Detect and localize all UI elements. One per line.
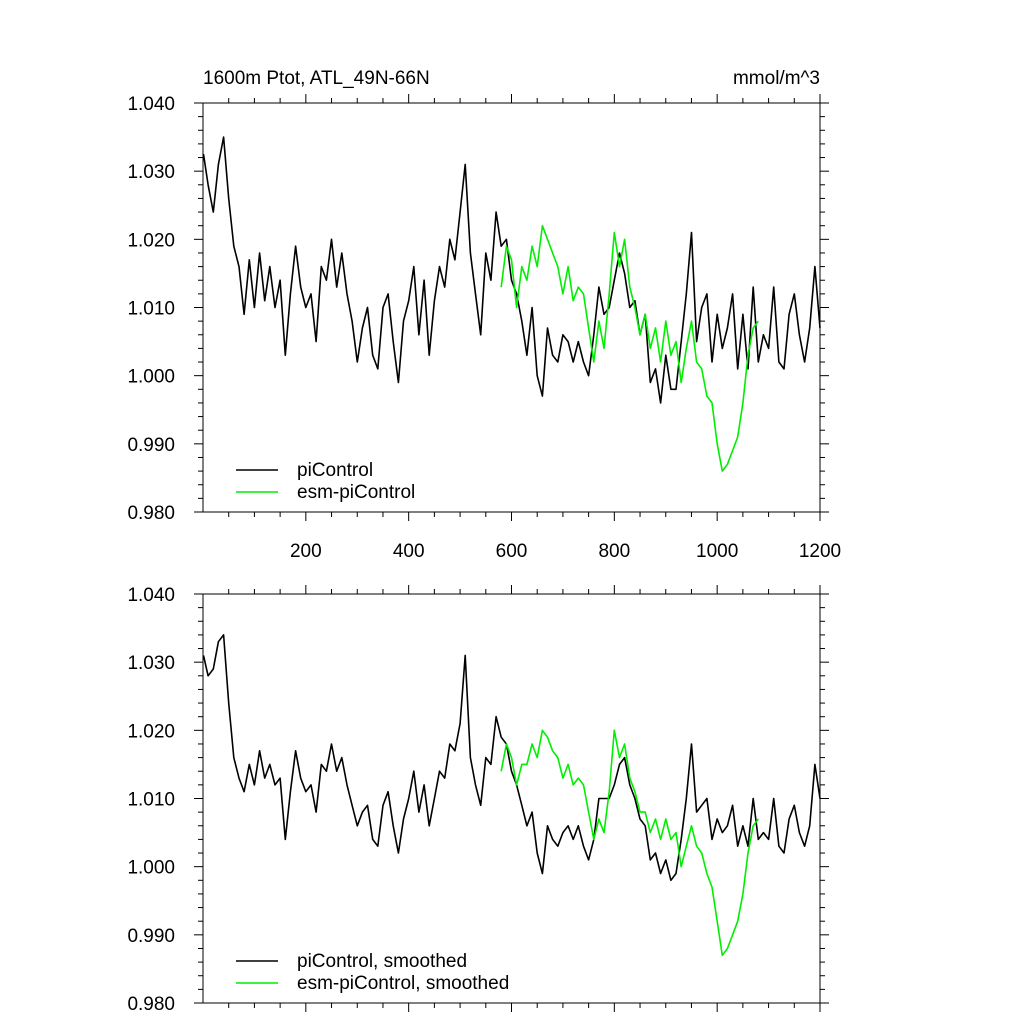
series-line-picontrol — [202, 136, 821, 404]
y-tick-label: 1.030 — [127, 162, 175, 183]
series-line-esm-picontrol — [500, 224, 759, 472]
legend-label: esm-piControl — [297, 482, 415, 503]
x-tick-label: 1000 — [696, 541, 738, 562]
y-tick-label: 1.040 — [127, 585, 175, 606]
y-tick-label: 1.000 — [127, 367, 175, 388]
chart-title: 1600m Ptot, ATL_49N-66N — [203, 68, 430, 89]
series-line-picontrol — [202, 634, 821, 882]
x-tick-label: 1200 — [799, 541, 841, 562]
bottom-panel: 0.980 0.990 1.000 1.010 1.020 1.030 1.040 piCon… — [127, 585, 829, 1015]
x-tick-label: 200 — [290, 541, 322, 562]
top-panel: 1600m Ptot, ATL_49N-66N mmol/m^3 0.980 0.… — [127, 68, 841, 562]
legend-label: esm-piControl, smoothed — [297, 973, 509, 994]
plot-frame — [202, 102, 821, 513]
legend-label: piControl — [297, 460, 373, 481]
legend-label: piControl, smoothed — [297, 951, 467, 972]
x-tick-label: 600 — [496, 541, 528, 562]
y-tick-label: 1.020 — [127, 230, 175, 251]
y-tick-label: 1.010 — [127, 790, 175, 811]
x-tick-label: 800 — [598, 541, 630, 562]
y-tick-label: 1.010 — [127, 299, 175, 320]
series-line-esm-picontrol — [500, 729, 759, 957]
y-tick-label: 1.040 — [127, 94, 175, 115]
y-tick-label: 1.030 — [127, 653, 175, 674]
y-tick-label: 1.000 — [127, 858, 175, 879]
y-tick-label: 0.990 — [127, 926, 175, 947]
units-label: mmol/m^3 — [733, 68, 820, 89]
x-tick-label: 400 — [393, 541, 425, 562]
y-tick-label: 0.980 — [127, 994, 175, 1015]
y-tick-label: 0.990 — [127, 435, 175, 456]
y-tick-label: 1.020 — [127, 721, 175, 742]
y-tick-label: 0.980 — [127, 503, 175, 524]
plot-frame — [202, 593, 821, 1004]
